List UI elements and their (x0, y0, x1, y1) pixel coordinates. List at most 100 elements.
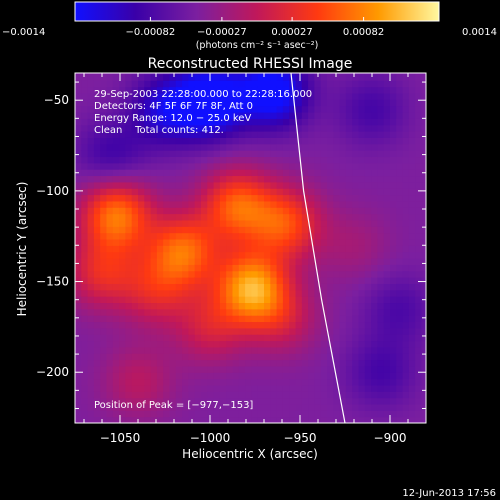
heatmap-cell (345, 143, 353, 151)
heatmap-cell (415, 188, 423, 196)
heatmap-cell (188, 277, 196, 284)
heatmap-cell (320, 397, 328, 405)
heatmap-cell (320, 346, 328, 354)
heatmap-cell (169, 283, 177, 291)
heatmap-cell (339, 99, 347, 107)
heatmap-cell (138, 391, 145, 399)
heatmap-cell (207, 105, 215, 113)
heatmap-cell (339, 143, 347, 151)
heatmap-cell (150, 111, 158, 119)
heatmap-cell (415, 181, 423, 189)
heatmap-cell (327, 308, 334, 316)
heatmap-cell (150, 410, 158, 418)
heatmap-cell (219, 143, 227, 151)
heatmap-cell (245, 92, 252, 100)
heatmap-cell (156, 346, 164, 354)
heatmap-cell (100, 416, 108, 423)
heatmap-cell (100, 391, 108, 399)
heatmap-cell (396, 315, 404, 323)
heatmap-cell (125, 334, 133, 342)
heatmap-cell (138, 283, 145, 291)
heatmap-cell (201, 308, 208, 316)
heatmap-cell (339, 289, 347, 297)
heatmap-cell (219, 73, 227, 81)
heatmap-cell (201, 156, 208, 164)
heatmap-cell (238, 296, 246, 304)
heatmap-cell (125, 416, 133, 423)
heatmap-cell (232, 111, 240, 119)
heatmap-cell (207, 86, 215, 94)
heatmap-cell (106, 321, 114, 329)
heatmap-cell (169, 289, 177, 297)
heatmap-cell (308, 365, 315, 373)
heatmap-cell (175, 200, 183, 208)
heatmap-cell (125, 321, 133, 329)
heatmap-cell (257, 99, 265, 107)
heatmap-cell (182, 188, 189, 196)
heatmap-cell (201, 403, 208, 411)
heatmap-cell (188, 315, 196, 323)
heatmap-cell (163, 150, 171, 158)
heatmap-cell (125, 264, 133, 272)
heatmap-cell (87, 175, 95, 183)
heatmap-cell (308, 118, 315, 126)
heatmap-cell (314, 238, 322, 246)
heatmap-cell (327, 283, 334, 291)
heatmap-cell (371, 143, 378, 151)
heatmap-cell (358, 359, 366, 367)
heatmap-cell (415, 86, 423, 94)
heatmap-cell (93, 143, 101, 151)
heatmap-cell (314, 289, 322, 297)
heatmap-cell (182, 73, 189, 81)
heatmap-cell (264, 327, 271, 335)
heatmap-cell (402, 226, 410, 234)
heatmap-cell (282, 257, 290, 265)
heatmap-cell (264, 334, 271, 342)
heatmap-cell (219, 169, 227, 177)
heatmap-cell (421, 92, 426, 100)
heatmap-cell (156, 194, 164, 202)
heatmap-cell (264, 181, 271, 189)
heatmap-cell (238, 219, 246, 227)
heatmap-cell (308, 308, 315, 316)
heatmap-cell (308, 219, 315, 227)
heatmap-cell (138, 194, 145, 202)
heatmap-cell (119, 416, 126, 423)
heatmap-cell (383, 105, 391, 113)
heatmap-cell (106, 384, 114, 392)
heatmap-cell (320, 416, 328, 423)
x-tick-label: −900 (374, 431, 407, 445)
heatmap-cell (182, 207, 189, 215)
heatmap-cell (87, 416, 95, 423)
heatmap-cell (75, 188, 82, 196)
heatmap-cell (207, 410, 215, 418)
heatmap-cell (314, 213, 322, 221)
heatmap-cell (295, 277, 303, 284)
heatmap-cell (112, 296, 120, 304)
heatmap-cell (194, 378, 202, 386)
heatmap-cell (251, 137, 259, 145)
heatmap-cell (364, 257, 372, 265)
heatmap-cell (257, 86, 265, 94)
heatmap-cell (238, 73, 246, 75)
heatmap-cell (402, 327, 410, 335)
heatmap-cell (282, 296, 290, 304)
heatmap-cell (257, 213, 265, 221)
heatmap-cell (289, 391, 297, 399)
heatmap-cell (182, 194, 189, 202)
heatmap-cell (201, 194, 208, 202)
heatmap-cell (396, 200, 404, 208)
heatmap-cell (289, 194, 297, 202)
heatmap-cell (150, 327, 158, 335)
heatmap-cell (138, 162, 145, 170)
heatmap-cell (163, 365, 171, 373)
heatmap-cell (396, 302, 404, 310)
heatmap-cell (257, 283, 265, 291)
heatmap-cell (138, 384, 145, 392)
heatmap-cell (314, 86, 322, 94)
heatmap-cell (188, 207, 196, 215)
heatmap-cell (301, 397, 309, 405)
heatmap-cell (282, 334, 290, 342)
heatmap-cell (415, 213, 423, 221)
heatmap-cell (383, 410, 391, 418)
